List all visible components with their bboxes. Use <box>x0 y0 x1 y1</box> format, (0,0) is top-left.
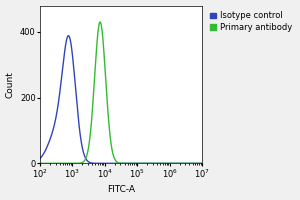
X-axis label: FITC-A: FITC-A <box>107 185 135 194</box>
Legend: Isotype control, Primary antibody: Isotype control, Primary antibody <box>208 10 294 34</box>
Y-axis label: Count: Count <box>6 71 15 98</box>
